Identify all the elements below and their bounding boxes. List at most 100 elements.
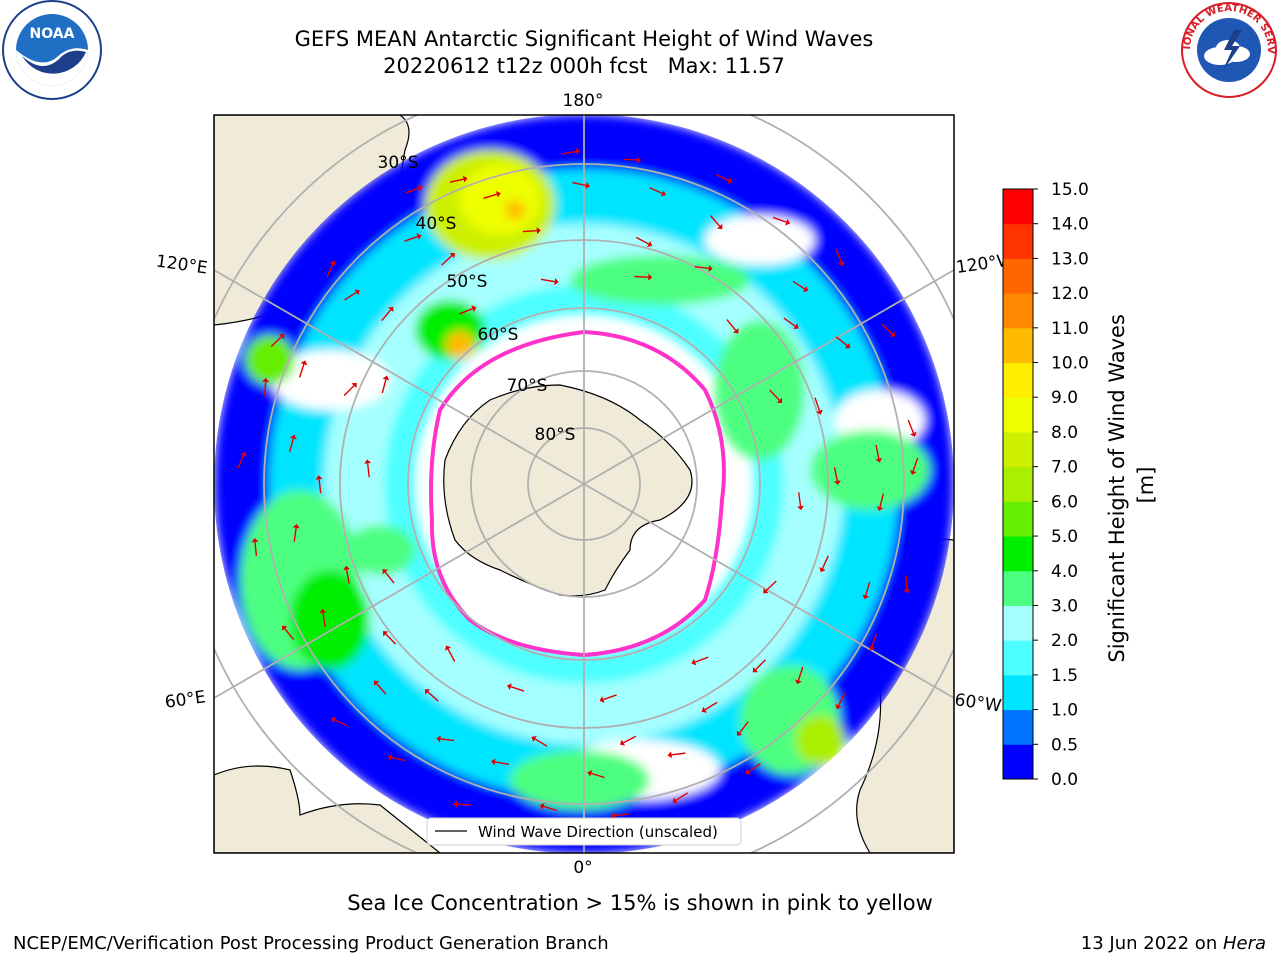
map-subtitle-forecast: 20220612 t12z 000h fcst Max: 11.57 <box>383 54 785 78</box>
colorbar-label: Significant Height of Wind Waves [m] <box>1105 307 1158 662</box>
wave-direction-arrow <box>610 812 629 820</box>
wave-direction-arrow <box>792 280 809 292</box>
wave-direction-arrow <box>343 565 351 584</box>
colorbar: 0.0 0.5 1.0 1.5 2.0 3.0 4.0 5.0 6.0 7.0 8.0 9.0 10.0… <box>1002 180 1089 790</box>
wave-direction-arrow <box>330 716 348 727</box>
wave-direction-arrow <box>903 575 911 594</box>
wave-direction-arrow <box>436 735 455 743</box>
colorbar-segment <box>1003 397 1033 433</box>
map-frame <box>213 114 955 854</box>
wave-direction-arrow <box>270 333 285 347</box>
wave-direction-arrow <box>876 493 885 511</box>
wave-direction-arrow <box>833 467 841 485</box>
wave-direction-arrow <box>736 721 749 736</box>
wave-direction-arrow <box>382 631 397 645</box>
legend-label: Wind Wave Direction (unscaled) <box>478 823 718 841</box>
colorbar-segment <box>1003 431 1033 468</box>
colorbar-tick-label: 2.0 <box>1051 631 1078 651</box>
wave-direction-arrow <box>769 389 783 404</box>
meridian-label-120e: 120°E <box>155 252 209 279</box>
credit-text: NCEP/EMC/Verification Post Processing Pr… <box>13 933 609 954</box>
colorbar-segment <box>1003 293 1033 329</box>
wave-direction-arrow <box>701 701 718 713</box>
wave-direction-arrow <box>709 215 723 230</box>
wave-direction-arrow <box>835 336 851 349</box>
parallel-label-50s: 50°S <box>447 272 488 292</box>
wave-direction-arrow <box>623 156 642 164</box>
meridian-label-60w: 60°W <box>953 690 1002 716</box>
wave-direction-arrow <box>539 803 558 812</box>
colorbar-label-line1: Significant Height of Wind Waves <box>1105 314 1129 663</box>
colorbar-tick-label: 8.0 <box>1051 423 1078 443</box>
colorbar-tick-label: 1.5 <box>1051 666 1078 686</box>
colorbar-tick-label: 1.0 <box>1051 701 1078 721</box>
wave-direction-arrow <box>667 751 686 759</box>
nws-logo: NATIONAL WEATHER SERVICE <box>1178 0 1277 98</box>
parallel-label-70s: 70°S <box>507 376 548 396</box>
colorbar-tick-label: 6.0 <box>1051 492 1078 512</box>
colorbar-segment <box>1003 709 1033 745</box>
wave-direction-arrow <box>237 451 247 469</box>
wave-direction-arrow <box>763 580 777 594</box>
wave-direction-arrow <box>715 173 733 184</box>
map-legend: Wind Wave Direction (unscaled) <box>426 817 742 846</box>
wave-direction-arrow <box>868 633 878 651</box>
meridian-label-60e: 60°E <box>164 687 207 712</box>
colorbar-segment <box>1003 223 1033 259</box>
colorbar-segment <box>1003 536 1033 572</box>
wave-direction-arrow <box>382 569 395 584</box>
wave-direction-arrow <box>343 382 357 397</box>
graticule <box>214 115 954 853</box>
wave-direction-arrow <box>814 397 823 415</box>
colorbar-tick-label: 3.0 <box>1051 596 1078 616</box>
colorbar-tick-label: 4.0 <box>1051 562 1078 582</box>
wave-direction-arrow <box>649 187 666 197</box>
wave-direction-arrow <box>797 492 805 511</box>
antarctica-land <box>443 384 693 597</box>
wave-direction-arrow <box>795 666 804 685</box>
wave-direction-arrow <box>752 659 767 673</box>
colorbar-tick-label: 5.0 <box>1051 527 1078 547</box>
wave-direction-arrow <box>772 216 791 226</box>
wave-direction-arrow <box>459 305 477 315</box>
wave-direction-arrow <box>572 181 591 189</box>
colorbar-tick-label: 7.0 <box>1051 458 1078 478</box>
parallel-label-40s: 40°S <box>416 214 457 234</box>
wave-direction-arrow <box>441 252 455 266</box>
wave-direction-arrow <box>292 523 300 542</box>
wave-direction-arrow <box>326 260 337 278</box>
colorbar-tick-label: 11.0 <box>1051 319 1089 339</box>
colorbar-tick-label: 0.5 <box>1051 735 1078 755</box>
wave-direction-arrow <box>691 656 709 666</box>
wave-direction-arrow <box>875 444 883 463</box>
colorbar-segment <box>1003 570 1033 606</box>
colorbar-tick-label: 9.0 <box>1051 388 1078 408</box>
wave-direction-arrow <box>298 360 308 378</box>
wave-direction-arrow <box>726 319 739 334</box>
wave-direction-arrow <box>634 273 653 281</box>
colorbar-tick-label: 14.0 <box>1051 215 1089 235</box>
colorbar-segment <box>1003 501 1033 537</box>
wave-direction-arrow <box>835 249 845 267</box>
wave-direction-arrow <box>783 317 799 329</box>
wave-direction-arrow <box>881 323 896 337</box>
wave-direction-arrow <box>262 377 270 396</box>
colorbar-label-line2: [m] <box>1134 467 1158 504</box>
noaa-logo: NOAA <box>2 0 102 100</box>
legend-box <box>426 817 742 846</box>
date-prefix: 13 Jun 2022 on <box>1080 933 1223 954</box>
wave-direction-arrow <box>819 555 829 573</box>
colorbar-segment <box>1003 362 1033 398</box>
colorbar-frame <box>1002 188 1034 780</box>
wave-direction-arrow <box>599 694 617 703</box>
wave-direction-arrow <box>491 758 509 766</box>
parallel-label-30s: 30°S <box>378 153 419 173</box>
wave-direction-arrow <box>364 459 372 478</box>
wave-direction-arrow <box>672 792 689 804</box>
wave-direction-arrow <box>282 625 295 641</box>
wave-direction-arrow <box>444 645 456 662</box>
colorbar-tick-label: 12.0 <box>1051 284 1089 304</box>
wave-direction-arrow <box>424 689 439 702</box>
colorbar-tick-label: 0.0 <box>1051 770 1078 790</box>
